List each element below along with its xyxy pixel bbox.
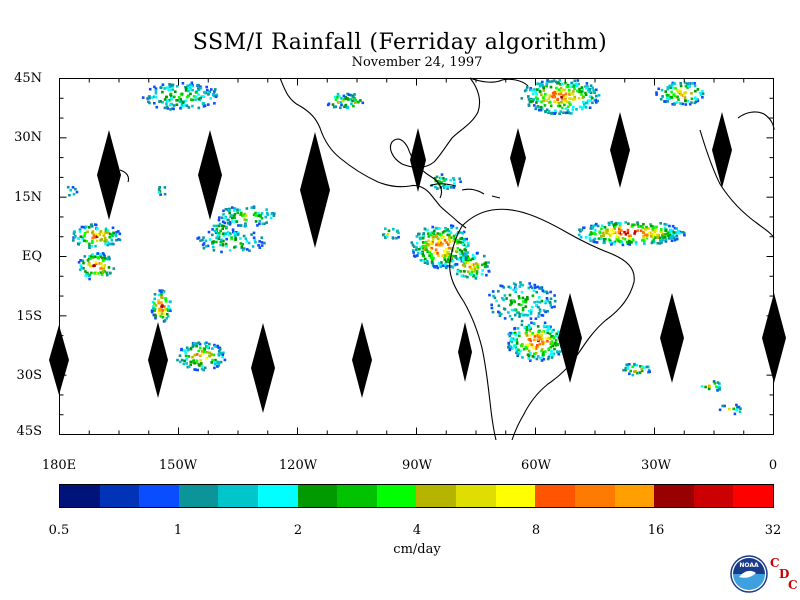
swath-gap-12 [660,293,684,383]
lat-label-30n: 30N [14,130,42,145]
lon-label-120w: 120W [278,458,318,473]
rainfall-layer [66,79,742,416]
satellite-swath-gaps [49,112,786,413]
colorbar-swatch-1 [99,485,140,507]
lat-label-45s: 45S [16,424,42,439]
swath-gap-4 [510,128,526,188]
lat-label-15n: 15N [14,190,42,205]
lon-label-90w: 90W [402,458,432,473]
colorbar-swatch-8 [376,485,417,507]
lon-label-0: 0 [768,458,778,473]
swath-gap-0 [97,130,121,220]
africa-coast [699,129,775,239]
lat-label-45n: 45N [14,71,42,86]
swath-gap-5 [610,112,630,188]
colorbar-tick-4: 4 [412,523,422,538]
colorbar-tick-8: 8 [531,523,541,538]
colorbar-swatch-17 [733,485,773,507]
swath-gap-3 [410,128,426,192]
caribbean-islands [429,183,501,199]
lon-label-150w: 150W [158,458,198,473]
south-america-coast [461,208,635,441]
axis-ticks [59,78,774,435]
north-america-coast [279,77,467,229]
colorbar [59,484,774,508]
colorbar-swatch-7 [337,485,377,507]
cdc-letter-c1: C [770,556,780,570]
swath-gap-2 [300,132,330,248]
colorbar-swatch-14 [614,485,655,507]
colorbar-swatch-13 [574,485,615,507]
pacific-island [119,169,130,183]
colorbar-tick-16: 16 [647,523,665,538]
colorbar-swatch-16 [693,485,734,507]
cdc-letter-d: D [779,567,790,581]
us-east-coast [389,77,481,199]
swath-gap-10 [458,322,472,382]
lon-label-180e: 180E [41,458,77,473]
lat-label-15s: 15S [16,309,42,324]
colorbar-swatch-2 [139,485,179,507]
colorbar-swatch-10 [456,485,496,507]
map-title: SSM/I Rainfall (Ferriday algorithm) [192,30,608,55]
lon-label-30w: 30W [641,458,671,473]
swath-gap-1 [198,130,222,220]
canada-coast [469,77,529,87]
colorbar-tick-1: 1 [173,523,183,538]
colorbar-swatch-15 [654,485,694,507]
colorbar-swatch-12 [535,485,575,507]
lon-label-60w: 60W [521,458,551,473]
colorbar-swatch-3 [178,485,219,507]
south-america-west-coast [449,225,497,441]
map-date: November 24, 1997 [351,55,483,70]
colorbar-swatch-4 [218,485,259,507]
swath-gap-11 [558,293,582,383]
colorbar-tick-32: 32 [764,523,782,538]
lat-label-30s: 30S [16,368,42,383]
swath-gap-9 [352,322,372,398]
noaa-logo-text: NOAA [739,562,759,569]
colorbar-swatch-11 [495,485,536,507]
colorbar-swatch-5 [258,485,298,507]
colorbar-tick-2: 2 [293,523,303,538]
colorbar-units: cm/day [393,542,441,557]
swath-gap-7 [148,322,168,398]
cdc-letter-c2: C [788,578,798,592]
colorbar-swatch-0 [60,485,100,507]
lat-label-eq: EQ [21,249,42,264]
iberia-coast [737,111,775,131]
colorbar-tick-0.5: 0.5 [48,523,70,538]
rainfall-map [49,77,786,441]
swath-gap-8 [251,323,275,413]
noaa-logo: NOAA [730,555,768,593]
colorbar-swatch-6 [297,485,338,507]
colorbar-swatch-9 [416,485,457,507]
swath-gap-6 [712,112,732,188]
